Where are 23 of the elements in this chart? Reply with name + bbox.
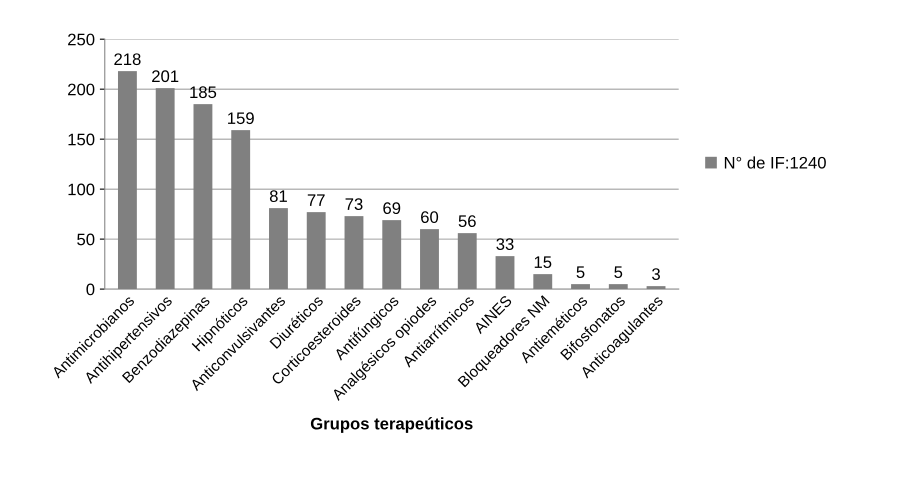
data-label: 5 [614, 266, 622, 278]
y-tick-label: 0 [86, 284, 94, 296]
y-tick-label: 200 [68, 84, 94, 96]
data-label: 56 [458, 215, 476, 228]
data-label: 5 [576, 266, 584, 278]
data-label: 15 [534, 256, 552, 268]
data-label: 81 [270, 190, 287, 202]
data-label: 73 [346, 198, 363, 210]
data-label: 77 [308, 194, 325, 206]
y-tick-label: 150 [68, 134, 94, 146]
y-tick-label: 100 [68, 184, 94, 196]
data-label: 159 [228, 112, 254, 124]
data-label: 60 [421, 211, 438, 224]
y-tick-label: 250 [68, 34, 94, 46]
data-label: 185 [190, 86, 216, 98]
legend-label: N° de IF:1240 [724, 156, 826, 169]
y-tick-label: 50 [77, 234, 94, 246]
data-label: 69 [383, 202, 400, 214]
data-label: 33 [496, 238, 514, 250]
x-axis-title: Grupos terapeúticos [310, 417, 473, 433]
data-label: 201 [152, 70, 178, 82]
data-label: 218 [114, 53, 141, 66]
data-label: 3 [652, 268, 660, 280]
